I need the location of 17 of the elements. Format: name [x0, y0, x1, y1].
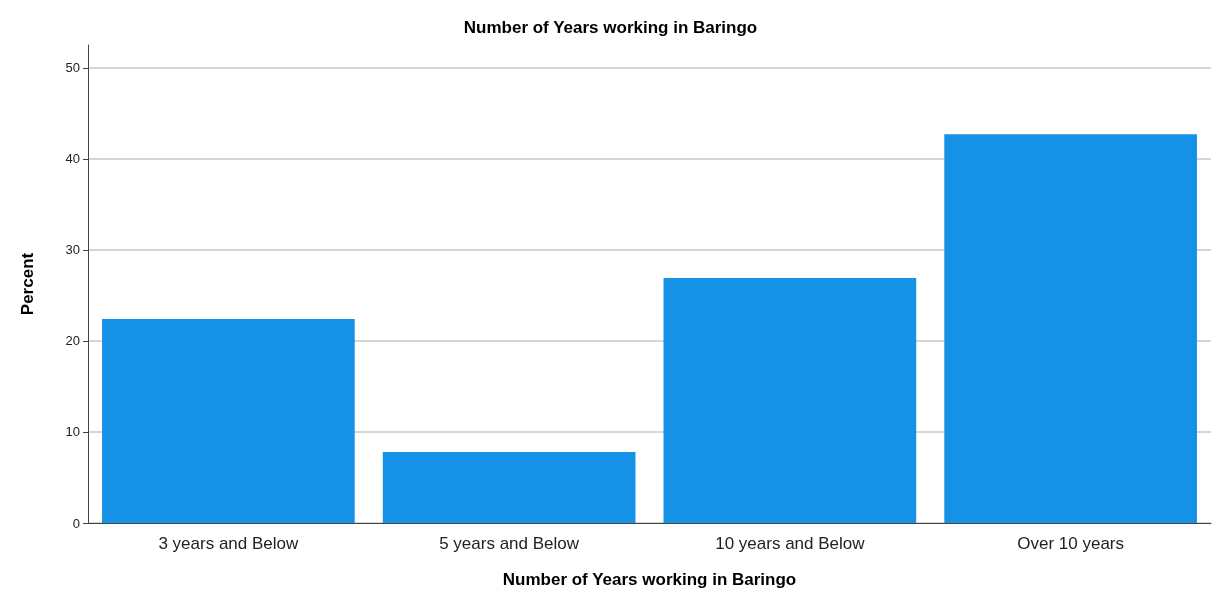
- x-tick-label: 3 years and Below: [158, 534, 300, 553]
- bar: [944, 134, 1197, 523]
- y-tick-label: 0: [72, 515, 80, 531]
- y-tick-label: 50: [65, 60, 80, 76]
- bar: [382, 451, 636, 523]
- bar: [102, 319, 355, 523]
- bar: [663, 278, 917, 523]
- x-tick-label: 5 years and Below: [439, 534, 580, 553]
- x-tick-label: 10 years and Below: [715, 534, 866, 553]
- y-tick-label: 20: [65, 333, 80, 349]
- y-axis-title: Percent: [18, 252, 37, 316]
- y-tick-label: 10: [65, 424, 80, 440]
- chart-title: Number of Years working in Baringo: [463, 18, 758, 37]
- x-tick-label: Over 10 years: [1017, 534, 1125, 553]
- x-axis-title: Number of Years working in Baringo: [502, 570, 797, 589]
- y-tick-label: 40: [65, 151, 80, 167]
- y-tick-label: 30: [65, 242, 80, 258]
